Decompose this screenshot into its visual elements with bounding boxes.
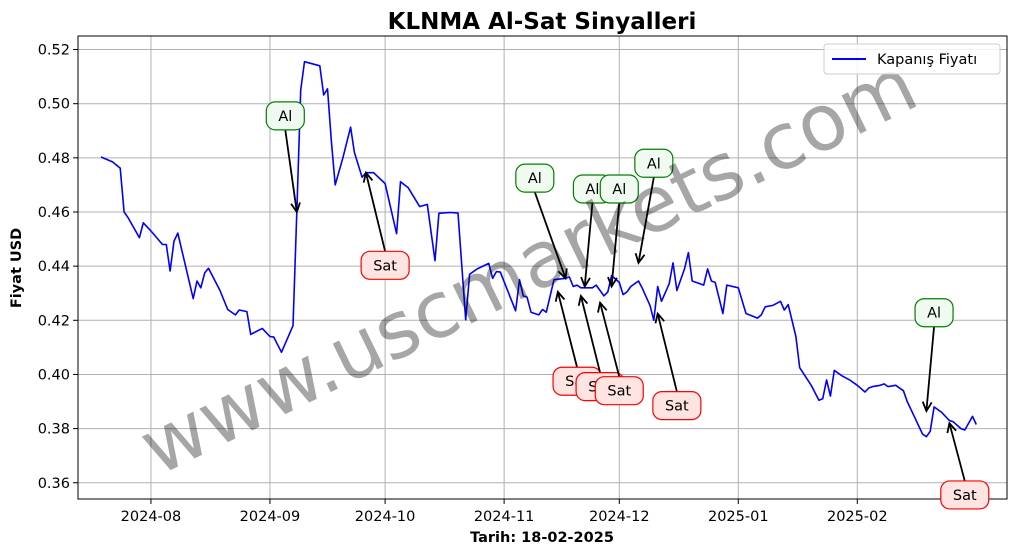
buy-signal: Al [515,163,568,281]
signal-label: Al [927,306,941,322]
signal-arrow-line [656,313,678,392]
signal-label: Sat [607,384,631,400]
sell-signal: Sat [940,421,990,510]
signal-arrow-line [556,291,578,368]
signal-arrow-head [946,421,957,434]
signal-label: Sat [665,399,689,415]
chart-title: KLNMA Al-Sat Sinyalleri [388,9,697,35]
x-tick-label: 2024-10 [355,509,416,525]
y-axis-title: Fiyat USD [9,228,25,308]
signal-arrow-head [580,276,591,289]
buy-signal: Al [914,298,954,414]
y-tick-label: 0.44 [38,259,70,275]
signal-arrow-line [610,202,621,287]
signal-arrow-line [925,326,935,412]
x-axis: 2024-08 2024-09 2024-10 2024-11 2024-12 2025-… [121,499,888,525]
signal-annotations: AlSatAlAlAlAlSatSatSatSatAlSat [265,101,990,510]
signal-arrow-line [284,129,298,213]
signal-arrow-line [365,172,386,252]
signal-label: Al [278,109,292,125]
signal-arrow-head [654,311,665,324]
signal-label: Al [612,182,626,198]
y-tick-label: 0.50 [38,97,70,113]
sell-signal: Sat [652,311,702,421]
signal-label: Sat [953,488,977,504]
signal-label: Sat [373,258,397,274]
grid [78,36,1007,499]
sell-signal: Sat [594,300,644,406]
x-tick-label: 2024-12 [589,509,650,525]
x-tick-label: 2024-09 [240,509,301,525]
x-tick-label: 2025-01 [708,509,769,525]
signal-box [652,390,702,421]
signal-arrow-line [948,422,966,482]
signal-box [360,250,410,280]
plot-frame [77,35,1008,500]
signal-arrow-line [580,295,601,373]
signal-arrow-head [607,276,618,289]
signal-box [265,101,305,131]
buy-signal: Al [599,174,639,289]
sell-signal: Sat [360,170,410,280]
signal-arrow-head [921,401,933,414]
y-tick-label: 0.46 [38,205,70,221]
series-layer [100,60,978,438]
legend: Kapanış Fiyatı [823,43,1001,75]
buy-signal: Al [265,101,305,214]
x-axis-title: Tarih: 18-02-2025 [470,530,614,546]
signal-arrow-line [533,191,567,279]
signal-box [594,376,644,406]
signal-arrow-head [290,202,301,214]
x-tick-label: 2025-02 [827,509,888,525]
buy-signal: Al [634,148,674,265]
signal-arrow-line [637,177,655,264]
legend-box [823,43,1001,75]
legend-label: Kapanış Fiyatı [877,52,977,68]
y-tick-label: 0.52 [38,43,70,59]
y-tick-label: 0.48 [38,151,70,167]
signal-arrow-head [597,300,608,313]
x-tick-label: 2024-08 [121,509,182,525]
signal-label: Al [528,171,542,187]
y-tick-label: 0.40 [38,367,70,383]
series-line [100,60,978,438]
signal-box [599,174,639,204]
signal-arrow-line [599,302,621,377]
signal-label: Al [647,156,661,172]
signal-arrow-head [557,268,568,281]
signal-arrow-line [583,202,594,287]
signal-box [914,298,954,328]
signal-arrow-head [577,293,589,306]
signal-arrow-head [554,289,566,302]
signal-box [634,148,674,178]
signal-label: Al [585,182,599,198]
signal-box [515,163,555,193]
y-tick-label: 0.36 [38,476,70,492]
signal-arrow-head [362,170,374,183]
x-tick-label: 2024-11 [474,509,535,525]
signal-box [940,480,990,510]
y-axis: 0.36 0.38 0.40 0.42 0.44 0.46 0.48 0.50 0.52 [38,43,78,492]
y-tick-label: 0.42 [38,313,70,329]
y-tick-label: 0.38 [38,422,70,438]
signal-arrow-head [634,252,646,265]
